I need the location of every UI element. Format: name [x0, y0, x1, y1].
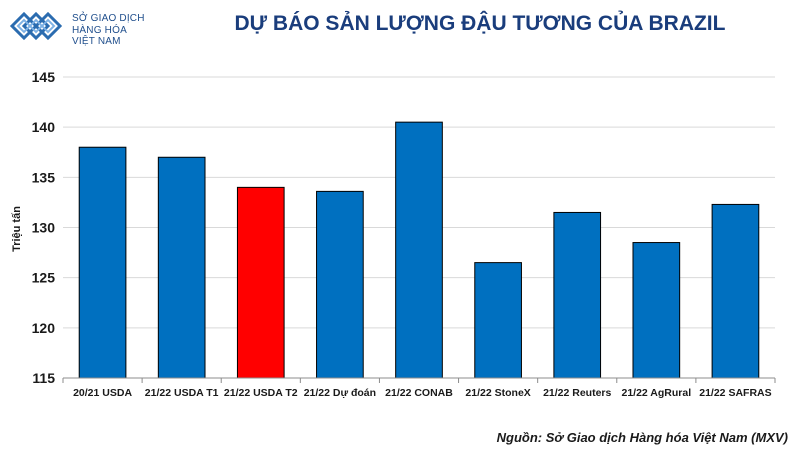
- bar: [78, 146, 127, 379]
- bar: [236, 186, 285, 379]
- y-tick-label: 130: [32, 220, 56, 236]
- bars: [78, 121, 760, 379]
- x-axis: 20/21 USDA 21/22 USDA T1 21/22 USDA T2 21/2…: [62, 378, 776, 399]
- y-tick-label: 135: [32, 169, 56, 185]
- y-axis-label: Triệu tấn: [11, 206, 23, 252]
- y-axis: 115 120 125 130 135 140 145: [32, 69, 775, 386]
- x-tick-label: 21/22 USDA T1: [145, 387, 219, 399]
- y-tick-label: 140: [32, 119, 56, 135]
- y-tick-label: 115: [32, 370, 55, 386]
- bar: [632, 242, 681, 379]
- bar: [553, 211, 602, 379]
- logo-mark-icon: [9, 11, 63, 41]
- x-tick-label: 21/22 AgRural: [622, 387, 692, 399]
- bar: [395, 121, 443, 379]
- logo-line-2: HÀNG HÓA: [72, 24, 127, 36]
- source-note: Nguồn: Sở Giao dịch Hàng hóa Việt Nam (M…: [496, 430, 788, 445]
- x-tick-label: 21/22 StoneX: [465, 387, 530, 399]
- y-tick-label: 125: [32, 270, 56, 286]
- x-tick-label: 21/22 CONAB: [385, 387, 453, 399]
- bar: [316, 190, 364, 379]
- bar: [474, 262, 522, 379]
- x-tick-label: 20/21 USDA: [73, 387, 132, 399]
- bar: [157, 156, 206, 379]
- x-tick-label: 21/22 Reuters: [543, 387, 611, 399]
- x-tick-label: 21/22 SAFRAS: [699, 387, 771, 399]
- x-tick-label: 21/22 Dự đoán: [304, 387, 376, 399]
- chart-title: DỰ BÁO SẢN LƯỢNG ĐẬU TƯƠNG CỦA BRAZIL: [234, 12, 726, 35]
- logo-line-1: SỞ GIAO DỊCH: [72, 13, 145, 24]
- bar: [711, 203, 760, 379]
- logo-line-3: VIỆT NAM: [72, 36, 121, 47]
- x-tick-label: 21/22 USDA T2: [224, 387, 298, 399]
- y-tick-label: 145: [32, 69, 56, 85]
- logo: SỞ GIAO DỊCH HÀNG HÓA VIỆT NAM: [8, 6, 158, 50]
- logo-text: SỞ GIAO DỊCH HÀNG HÓA VIỆT NAM: [72, 13, 145, 48]
- y-tick-label: 120: [32, 320, 56, 336]
